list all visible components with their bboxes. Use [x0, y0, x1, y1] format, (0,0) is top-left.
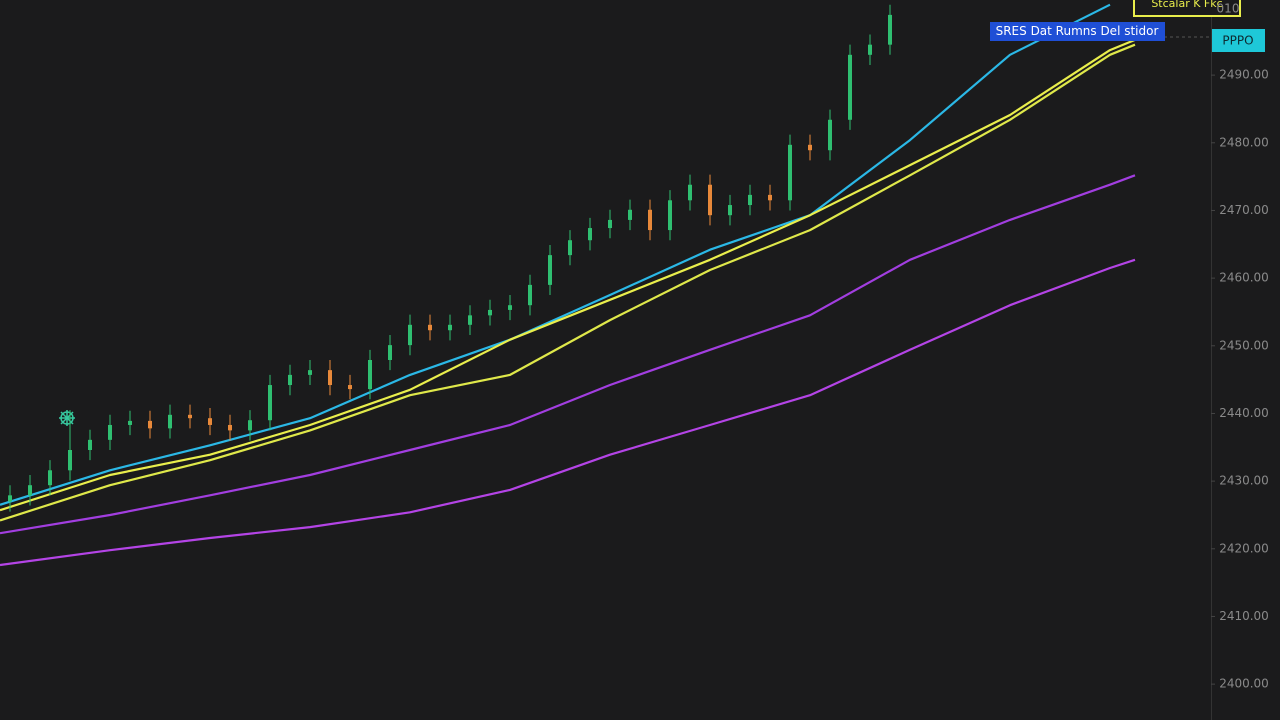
annotation-box	[990, 22, 1165, 41]
candle-body	[708, 184, 712, 216]
candle-body	[688, 184, 692, 201]
candle-body	[568, 240, 572, 256]
candle-body	[828, 119, 832, 151]
candle-body	[128, 420, 132, 425]
candle-body	[788, 144, 792, 201]
candle-body	[8, 495, 12, 502]
candle-body	[348, 385, 352, 390]
annotation: SRES Dat Rumns Del stidor	[996, 24, 1159, 38]
y-tick-label: 2430.00	[1219, 474, 1269, 488]
candle-body	[208, 418, 212, 425]
candle-body	[488, 309, 492, 316]
candle-body	[308, 370, 312, 375]
candle-body	[448, 324, 452, 331]
candle-body	[888, 14, 892, 45]
y-tick-label: 2450.00	[1219, 338, 1269, 352]
y-tick-label: 2480.00	[1219, 135, 1269, 149]
candle-body	[848, 54, 852, 120]
annotation-box	[1133, 0, 1241, 17]
candle-body	[628, 209, 632, 220]
y-tick-label: 2420.00	[1219, 541, 1269, 555]
candle-body	[748, 194, 752, 206]
candle-body	[148, 420, 152, 429]
moving-average-line	[0, 3, 1111, 506]
candle-body	[588, 228, 592, 241]
candle-body	[108, 424, 112, 440]
y-tick-label: 2440.00	[1219, 406, 1269, 420]
moving-average-line	[0, 43, 1136, 522]
top-label: 010	[1217, 2, 1240, 16]
candle-body	[508, 305, 512, 310]
moving-average-line	[0, 258, 1136, 567]
candle-body	[408, 324, 412, 346]
moving-average-line	[0, 38, 1136, 512]
y-tick-label: 2400.00	[1219, 677, 1269, 691]
candle-body	[528, 284, 532, 306]
annotation: Stcalar K Fkc	[1151, 0, 1222, 10]
candle-body	[368, 360, 372, 390]
moving-average-line	[0, 174, 1136, 535]
candle-body	[648, 209, 652, 231]
candle-body	[328, 370, 332, 386]
y-tick-label: 2410.00	[1219, 609, 1269, 623]
candle-body	[28, 485, 32, 496]
price-label-box	[1212, 29, 1265, 52]
plot-area	[0, 3, 1136, 567]
marker-icon	[59, 410, 75, 426]
candle-body	[288, 374, 292, 386]
candle-body	[68, 450, 72, 471]
candle-body	[88, 439, 92, 450]
candle-body	[388, 345, 392, 360]
candle-body	[48, 470, 52, 486]
candle-body	[268, 385, 272, 421]
candle-body	[248, 420, 252, 431]
candle-body	[168, 414, 172, 429]
candle-body	[228, 424, 232, 431]
candle-body	[728, 205, 732, 216]
y-tick-label: 2470.00	[1219, 203, 1269, 217]
candle-body	[768, 194, 772, 201]
price-label: PPPO	[1222, 34, 1253, 48]
candle-body	[668, 200, 672, 231]
candle-body	[608, 219, 612, 229]
y-tick-label: 2460.00	[1219, 271, 1269, 285]
candle-body	[428, 324, 432, 331]
candle-body	[548, 255, 552, 285]
y-tick-label: 2490.00	[1219, 68, 1269, 82]
candle-body	[808, 144, 812, 151]
candle-body	[468, 315, 472, 325]
candle-body	[188, 414, 192, 419]
candle-body	[868, 44, 872, 55]
